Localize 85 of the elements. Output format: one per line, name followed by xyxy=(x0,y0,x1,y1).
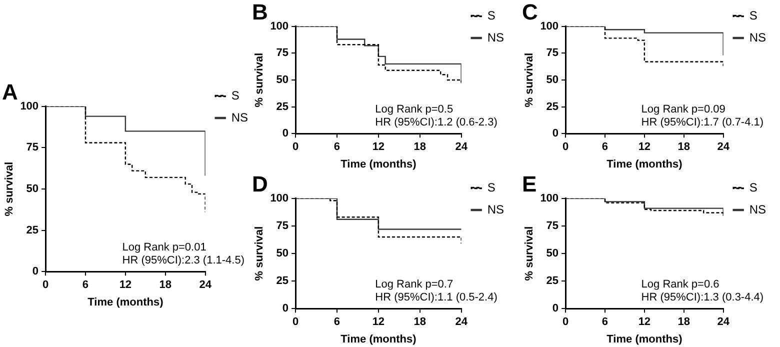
x-tick-label: 6 xyxy=(334,316,340,328)
y-tick-label: 75 xyxy=(26,142,39,154)
legend-label: NS xyxy=(749,202,766,216)
legend-label: S xyxy=(231,88,240,102)
y-tick-label: 100 xyxy=(20,100,39,112)
x-tick-label: 6 xyxy=(602,316,608,328)
legend-label: S xyxy=(749,180,758,194)
annotation: HR (95%CI):1.2 (0.6-2.3) xyxy=(375,116,498,129)
x-axis-title: Time (months) xyxy=(606,158,683,170)
y-tick-label: 50 xyxy=(276,248,289,260)
y-tick-label: 0 xyxy=(32,266,39,278)
x-tick-label: 18 xyxy=(159,279,172,292)
y-tick-label: 0 xyxy=(282,302,289,315)
legend-label: S xyxy=(749,8,758,22)
x-tick-label: 12 xyxy=(638,141,651,154)
y-tick-label: 75 xyxy=(276,47,289,60)
y-tick-label: 75 xyxy=(276,220,289,232)
y-axis-title: % survival xyxy=(254,226,266,281)
x-tick-label: 0 xyxy=(292,141,299,154)
annotation: HR (95%CI):1.3 (0.3-4.4) xyxy=(641,292,764,304)
y-tick-label: 25 xyxy=(546,275,559,288)
x-axis-title: Time (months) xyxy=(340,333,417,346)
legend-label: S xyxy=(487,180,496,194)
x-tick-label: 12 xyxy=(119,279,132,292)
y-tick-label: 100 xyxy=(540,20,559,32)
x-tick-label: 0 xyxy=(292,316,299,328)
y-tick-label: 50 xyxy=(26,183,39,196)
y-tick-label: 25 xyxy=(276,275,289,288)
x-tick-label: 24 xyxy=(455,141,468,154)
y-tick-label: 100 xyxy=(540,192,559,204)
annotation: Log Rank p=0.01 xyxy=(122,242,206,254)
chart-title: E xyxy=(522,171,537,196)
y-tick-label: 50 xyxy=(276,74,289,86)
y-tick-label: 100 xyxy=(270,20,289,32)
annotation: Log Rank p=0.6 xyxy=(641,278,720,291)
legend-label: S xyxy=(487,8,496,22)
x-tick-label: 0 xyxy=(42,279,49,292)
x-tick-label: 18 xyxy=(678,141,690,154)
legend-label: NS xyxy=(231,110,248,124)
x-tick-label: 24 xyxy=(455,316,468,328)
annotation: HR (95%CI):1.1 (0.5-2.4) xyxy=(375,292,498,304)
y-tick-label: 0 xyxy=(552,128,559,140)
annotation: Log Rank p=0.5 xyxy=(375,104,454,116)
y-tick-label: 100 xyxy=(270,192,289,204)
chart-title: B xyxy=(252,0,268,24)
y-axis-title: % survival xyxy=(254,52,266,108)
y-axis-title: % survival xyxy=(524,226,536,281)
x-axis-title: Time (months) xyxy=(340,158,417,170)
y-tick-label: 0 xyxy=(282,128,289,140)
x-tick-label: 0 xyxy=(562,316,569,328)
x-tick-label: 24 xyxy=(717,141,730,154)
y-tick-label: 50 xyxy=(546,248,559,260)
x-tick-label: 24 xyxy=(199,279,212,292)
chart-title: D xyxy=(252,171,268,196)
x-tick-label: 12 xyxy=(372,141,385,154)
legend-label: NS xyxy=(487,30,504,44)
chart-title: C xyxy=(522,0,538,24)
chart-title: A xyxy=(2,79,18,104)
x-tick-label: 24 xyxy=(717,316,730,328)
y-axis-title: % survival xyxy=(524,52,536,108)
x-tick-label: 18 xyxy=(414,316,426,328)
legend-label: NS xyxy=(749,30,766,44)
x-tick-label: 6 xyxy=(334,141,340,154)
x-tick-label: 18 xyxy=(678,316,690,328)
y-tick-label: 0 xyxy=(552,302,559,315)
x-tick-label: 12 xyxy=(638,316,651,328)
annotation: Log Rank p=0.7 xyxy=(375,278,454,291)
y-axis-title: % survival xyxy=(4,162,16,216)
x-axis-title: Time (months) xyxy=(606,333,683,346)
y-tick-label: 25 xyxy=(546,100,559,113)
annotation: HR (95%CI):2.3 (1.1-4.5) xyxy=(122,254,245,267)
x-tick-label: 0 xyxy=(562,141,569,154)
x-tick-label: 12 xyxy=(372,316,385,328)
x-axis-title: Time (months) xyxy=(88,296,164,308)
legend-label: NS xyxy=(487,202,504,216)
annotation: HR (95%CI):1.7 (0.7-4.1) xyxy=(641,116,764,129)
y-tick-label: 50 xyxy=(546,74,559,86)
y-tick-label: 25 xyxy=(26,224,39,236)
y-tick-label: 75 xyxy=(546,220,559,232)
y-tick-label: 75 xyxy=(546,47,559,60)
x-tick-label: 6 xyxy=(602,141,608,154)
x-tick-label: 18 xyxy=(414,141,426,154)
x-tick-label: 6 xyxy=(82,279,89,292)
y-tick-label: 25 xyxy=(276,100,289,113)
annotation: Log Rank p=0.09 xyxy=(641,104,726,116)
